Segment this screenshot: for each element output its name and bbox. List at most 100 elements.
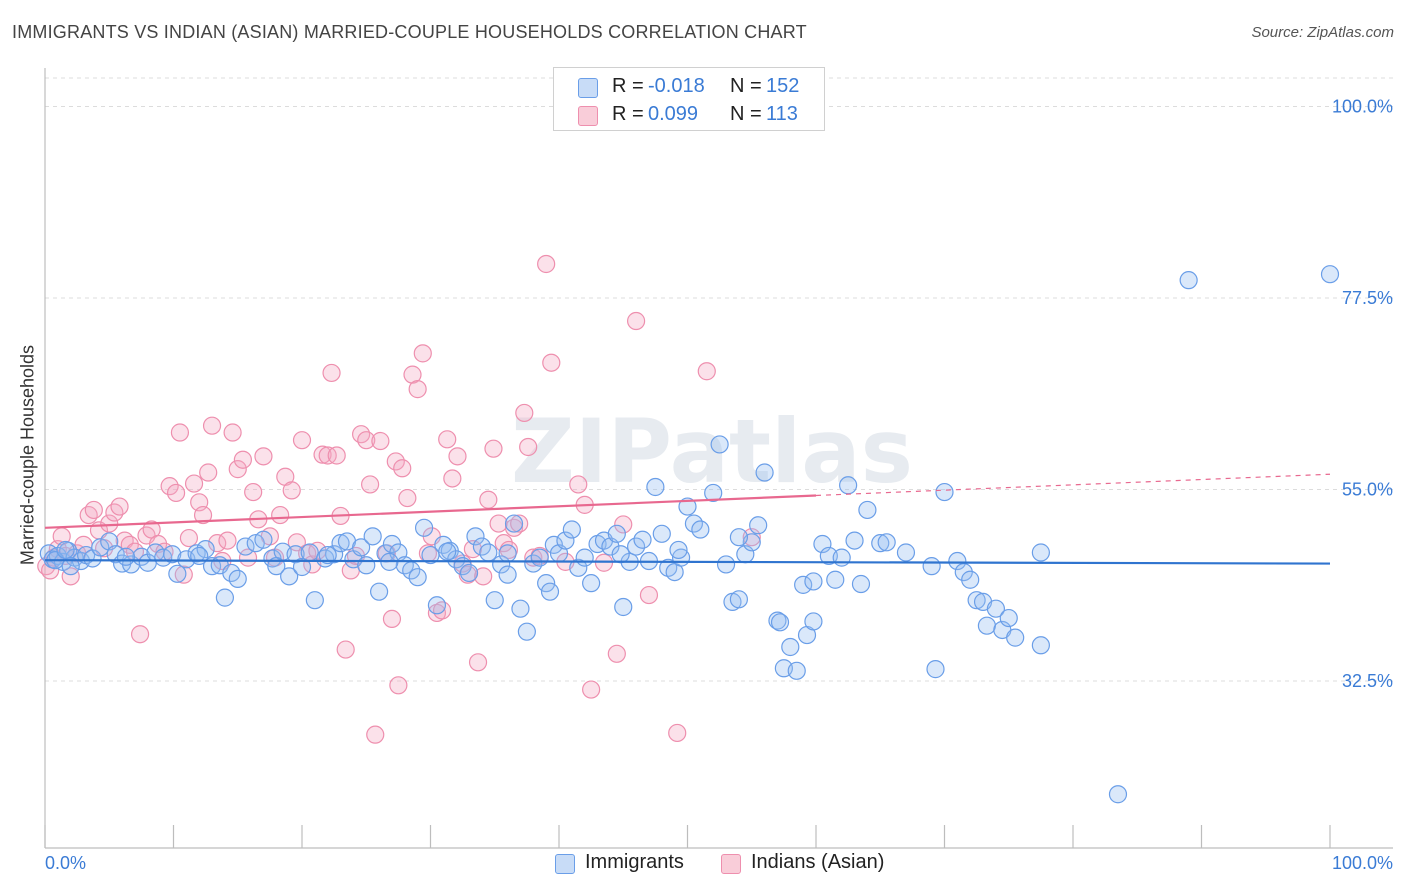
indians-asian-point [160, 477, 179, 496]
immigrants-point [1108, 785, 1128, 804]
indians-asian-point [84, 500, 103, 520]
series-legend: Immigrants Indians (Asian) [0, 851, 1406, 877]
indians-asian-point [408, 380, 427, 399]
indians-asian-point [322, 363, 341, 383]
indians-asian-point [110, 497, 129, 516]
immigrants-trend-line [44, 559, 1331, 565]
immigrants-point [1320, 265, 1340, 284]
grid-lines [45, 77, 1393, 682]
immigrants-point [710, 435, 729, 454]
r-label: R = [612, 103, 644, 125]
indians-trend-line [44, 494, 817, 529]
indians-asian-point [432, 601, 452, 620]
indians-asian-point [607, 644, 626, 663]
source-label: Source: ZipAtlas.com [1251, 24, 1394, 41]
immigrants-point [646, 477, 665, 497]
axes [44, 68, 1393, 849]
immigrants-point [729, 590, 749, 609]
immigrants-point [56, 540, 75, 560]
indians-asian-point [238, 548, 258, 567]
immigrants-point [961, 570, 980, 589]
immigrants-point [986, 599, 1006, 618]
indians-asian-point [282, 481, 301, 500]
immigrants-point [292, 557, 312, 577]
indians-asian-point [170, 423, 190, 442]
immigrants-point [316, 549, 335, 568]
immigrants-point [466, 527, 485, 546]
indians-asian-point [199, 463, 218, 482]
indians-asian-point [697, 362, 716, 381]
immigrants-point [877, 533, 896, 552]
legend-label: Immigrants [585, 851, 684, 873]
indians-asian-point [313, 445, 332, 464]
immigrants-point [492, 555, 511, 574]
immigrants-point [196, 540, 215, 559]
immigrants-point [556, 531, 575, 550]
immigrants-point [357, 556, 376, 575]
immigrants-point [716, 555, 736, 574]
indians-asian-point [479, 490, 498, 509]
indians-asian-point [244, 482, 263, 502]
indians-asian-point [361, 475, 380, 494]
immigrants-point [438, 542, 457, 561]
indians-asian-point [228, 460, 247, 479]
immigrants-point [922, 557, 941, 576]
immigrants-point [479, 543, 498, 562]
indians-asian-point [389, 676, 408, 695]
immigrants-point [331, 534, 350, 553]
immigrants-point [839, 476, 858, 495]
stats-legend: R = -0.018 N = 152 R = 0.099 N = 113 [553, 67, 825, 131]
r-value: 0.099 [648, 103, 699, 125]
immigrants-point [633, 530, 652, 549]
immigrants-point [569, 558, 588, 577]
y-tick-label: 77.5% [1342, 288, 1393, 308]
indians-asian-point [223, 423, 242, 442]
immigrants-point [704, 483, 723, 503]
x-tick-label-max: 100.0% [1332, 853, 1393, 873]
indians-asian-point [166, 483, 186, 503]
y-tick-label: 100.0% [1332, 97, 1393, 117]
indians-asian-point [193, 505, 213, 525]
immigrants-point [845, 531, 864, 550]
indians-asian-point [218, 531, 237, 550]
indians-asian-point [79, 505, 98, 525]
immigrants-point [804, 572, 823, 591]
indians-asian-point [519, 437, 538, 457]
immigrants-point [498, 544, 517, 563]
immigrants-point [1031, 543, 1050, 562]
immigrants-point [236, 537, 255, 556]
indians-asian-point [438, 430, 457, 449]
trend-lines [44, 473, 1331, 565]
immigrants-point [794, 575, 813, 594]
n-value: 113 [766, 103, 798, 125]
immigrants-point [254, 530, 273, 549]
immigrants-point [787, 661, 806, 680]
indians-asian-point [448, 447, 467, 466]
indians-asian-point [537, 254, 556, 274]
immigrants-point [575, 548, 594, 567]
indians-asian-point [639, 585, 659, 605]
r-label: R = [612, 75, 644, 97]
indians-asian-point [371, 431, 390, 451]
indians-asian-point [386, 452, 405, 471]
indians-asian-point [174, 565, 193, 584]
indians-asian-point [382, 609, 402, 629]
indians-asian-point [184, 474, 204, 493]
y-tick-label: 55.0% [1342, 480, 1393, 500]
immigrants-point [215, 588, 234, 607]
immigrants-point [537, 574, 556, 593]
immigrants-point [749, 516, 768, 535]
immigrants-point [408, 568, 427, 587]
immigrants-point [280, 567, 299, 586]
n-value: 152 [766, 75, 800, 97]
indians-asian-point [327, 446, 346, 465]
tick-labels: 32.5% 55.0% 77.5% 100.0% 0.0% 100.0% [45, 97, 1393, 873]
indians-asian-point [510, 514, 529, 533]
indians-asian-point [398, 488, 417, 508]
immigrants-point [190, 546, 209, 566]
indians-asian-point [569, 475, 588, 494]
r-value: -0.018 [648, 75, 705, 97]
indians-asian-point [352, 425, 371, 444]
immigrants-point [352, 538, 371, 557]
